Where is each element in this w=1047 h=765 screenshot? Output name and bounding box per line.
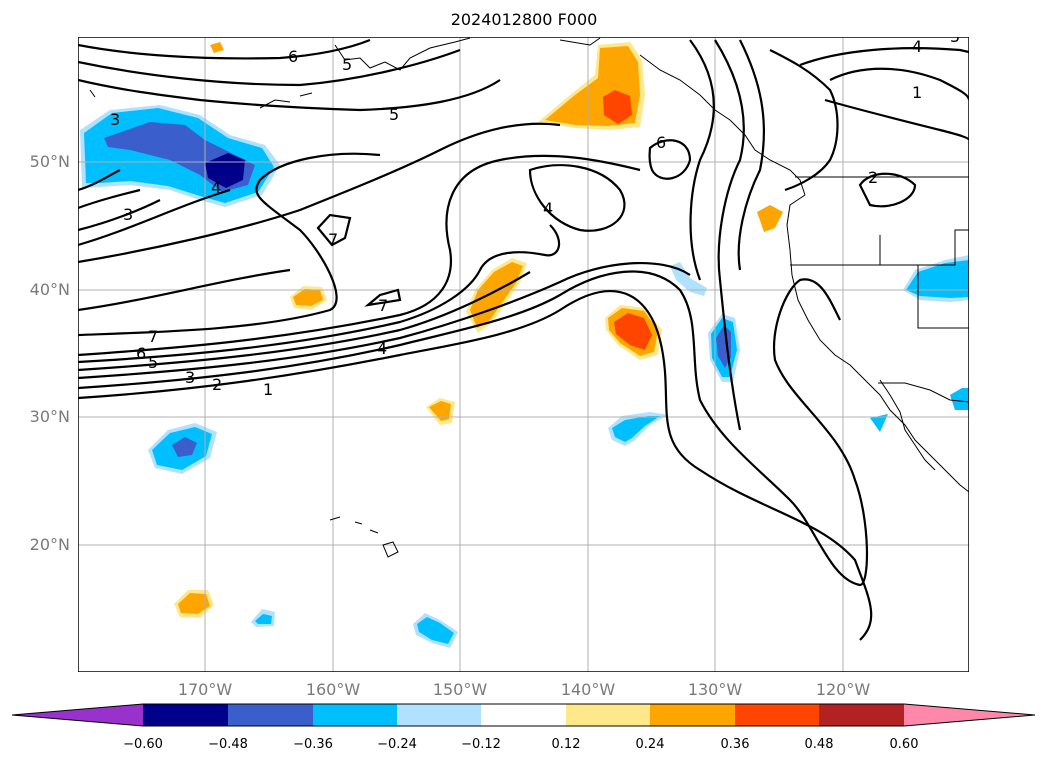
colorbar-tick: 0.60 (889, 737, 919, 752)
lon-label-120w: 120°W (815, 680, 871, 699)
border-mexico (878, 382, 969, 403)
colorbar-tick: −0.12 (461, 737, 501, 752)
contour-label: 5 (148, 353, 158, 372)
contour-label: 3 (185, 368, 195, 387)
map-title: 2024012800 F000 (450, 10, 598, 29)
contour-label: 2 (868, 168, 878, 187)
colorbar-segment (735, 704, 819, 726)
colorbar (11, 703, 1036, 727)
colorbar-tick: 0.12 (551, 737, 581, 752)
contour-label: 4 (912, 37, 922, 56)
lat-label-20n: 20°N (29, 535, 70, 554)
colorbar-segment (143, 704, 228, 726)
colorbar-segment (650, 704, 735, 726)
baja (879, 379, 936, 471)
colorbar-tick: 0.36 (720, 737, 750, 752)
contour-label: 7 (328, 230, 338, 249)
westcoast (786, 194, 969, 493)
border-state (790, 229, 969, 329)
coastlines (89, 37, 969, 558)
alaska-coast (334, 37, 806, 196)
colorbar-segment (819, 704, 904, 726)
contour-label: 4 (543, 199, 553, 218)
contour-label: 5 (950, 37, 960, 46)
lon-label-160w: 160°W (305, 680, 361, 699)
colorbar-segment (228, 704, 313, 726)
lon-label-170w: 170°W (177, 680, 233, 699)
colorbar-segment (313, 704, 397, 726)
lat-label-50n: 50°N (29, 152, 70, 171)
colorbar-tick: −0.36 (293, 737, 333, 752)
shaded-anomalies (80, 42, 969, 648)
colorbar-tick: 0.48 (804, 737, 834, 752)
colorbar-tick: −0.48 (208, 737, 248, 752)
contour-label: 4 (377, 339, 387, 358)
lon-label-130w: 130°W (687, 680, 743, 699)
colorbar-segment (481, 704, 566, 726)
contour-label: 6 (656, 133, 666, 152)
colorbar-tick: −0.60 (123, 737, 163, 752)
lat-label-40n: 40°N (29, 280, 70, 299)
contour-label: 5 (389, 105, 399, 124)
colorbar-segment (397, 704, 481, 726)
lon-label-140w: 140°W (560, 680, 616, 699)
contour-label: 4 (211, 178, 221, 197)
contour-label: 2 (212, 375, 222, 394)
gridlines (78, 37, 969, 672)
colorbar-tick: 0.24 (635, 737, 665, 752)
contour-label: 5 (342, 55, 352, 74)
contours (78, 38, 969, 641)
contour-label: 7 (148, 327, 158, 346)
colorbar-segment (904, 704, 1035, 726)
colorbar-segment (12, 704, 143, 726)
map-plot: 6 5 3 4 3 7 7 7 6 5 3 2 1 4 5 4 6 4 1 2 … (78, 37, 969, 672)
contour-label: 6 (288, 47, 298, 66)
hawaii (329, 516, 399, 558)
contour-label: 1 (912, 83, 922, 102)
contour-label: 3 (110, 110, 120, 129)
lat-label-30n: 30°N (29, 407, 70, 426)
contour-label: 6 (136, 344, 146, 363)
lon-label-150w: 150°W (432, 680, 488, 699)
contour-label: 3 (123, 205, 133, 224)
contour-label: 7 (378, 296, 388, 315)
colorbar-segment (566, 704, 650, 726)
colorbar-tick: −0.24 (377, 737, 417, 752)
contour-labels: 6 5 3 4 3 7 7 7 6 5 3 2 1 4 5 4 6 4 1 2 … (110, 37, 960, 399)
contour-label: 1 (263, 380, 273, 399)
